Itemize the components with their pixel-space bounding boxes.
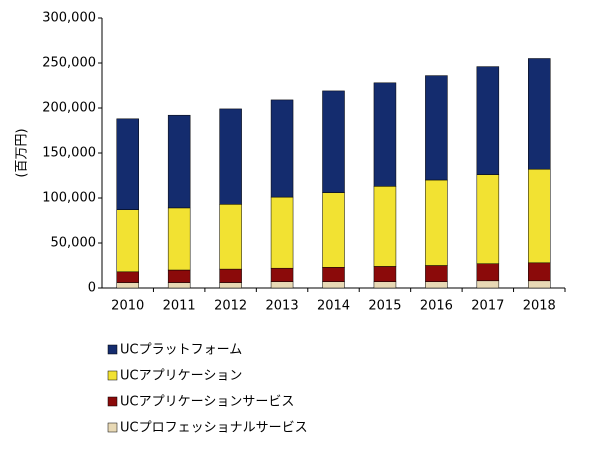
x-tick-label: 2011: [163, 299, 196, 314]
bar-segment: [528, 58, 551, 170]
legend-label: UCプロフェッショナルサービス: [120, 421, 308, 436]
y-axis-label: (百万円): [15, 128, 30, 177]
bar-segment: [219, 108, 242, 205]
x-tick-label: 2012: [214, 299, 247, 314]
bar-segment: [425, 179, 448, 266]
bar-segment: [270, 281, 294, 289]
y-tick-label: 0: [88, 281, 96, 296]
bar-segment: [322, 281, 345, 289]
bar-segment: [219, 268, 242, 283]
x-tick-label: 2014: [317, 299, 350, 314]
bar-segment: [322, 192, 345, 268]
bar-segment: [167, 282, 191, 289]
bar-segment: [270, 196, 294, 269]
bar-segment: [116, 282, 139, 289]
legend-label: UCアプリケーションサービス: [120, 395, 294, 410]
bar-segment: [476, 174, 500, 264]
bar-segment: [322, 90, 345, 193]
bar-segment: [528, 280, 551, 289]
bar-segment: [270, 99, 294, 198]
bar-segment: [476, 66, 500, 175]
bar-segment: [528, 262, 551, 282]
legend-label: UCプラットフォーム: [120, 343, 242, 358]
y-tick-label: 50,000: [51, 236, 97, 251]
bar-segment: [528, 168, 551, 264]
y-tick-label: 200,000: [42, 101, 96, 116]
bar-segment: [167, 269, 191, 283]
bar-segment: [373, 186, 397, 267]
legend-label: UCアプリケーション: [120, 369, 242, 384]
bar-segment: [219, 204, 242, 270]
bar-segment: [219, 282, 242, 289]
bar-segment: [373, 82, 397, 187]
bar-segment: [373, 266, 397, 282]
legend-swatch: [107, 396, 118, 407]
bar-segment: [167, 207, 191, 271]
legend-swatch: [107, 370, 118, 381]
bar-segment: [425, 281, 448, 289]
y-tick-label: 250,000: [42, 56, 96, 71]
bar-segment: [116, 271, 139, 283]
x-tick-label: 2013: [266, 299, 299, 314]
bar-segment: [167, 114, 191, 209]
bar-segment: [322, 267, 345, 282]
y-tick-label: 300,000: [42, 11, 96, 26]
bar-segment: [425, 75, 448, 181]
x-tick-label: 2015: [368, 299, 401, 314]
bar-segment: [116, 209, 139, 273]
x-tick-label: 2018: [523, 299, 556, 314]
x-tick-label: 2016: [420, 299, 453, 314]
bar-segment: [116, 118, 139, 210]
legend-swatch: [107, 344, 118, 355]
bar-segment: [373, 281, 397, 289]
bar-segment: [270, 267, 294, 282]
bar-segment: [425, 265, 448, 282]
bar-segment: [476, 263, 500, 282]
legend-swatch: [107, 422, 118, 433]
x-tick-label: 2010: [111, 299, 144, 314]
x-tick-label: 2017: [471, 299, 504, 314]
y-tick-label: 100,000: [42, 191, 96, 206]
bar-segment: [476, 280, 500, 289]
y-tick-label: 150,000: [42, 146, 96, 161]
